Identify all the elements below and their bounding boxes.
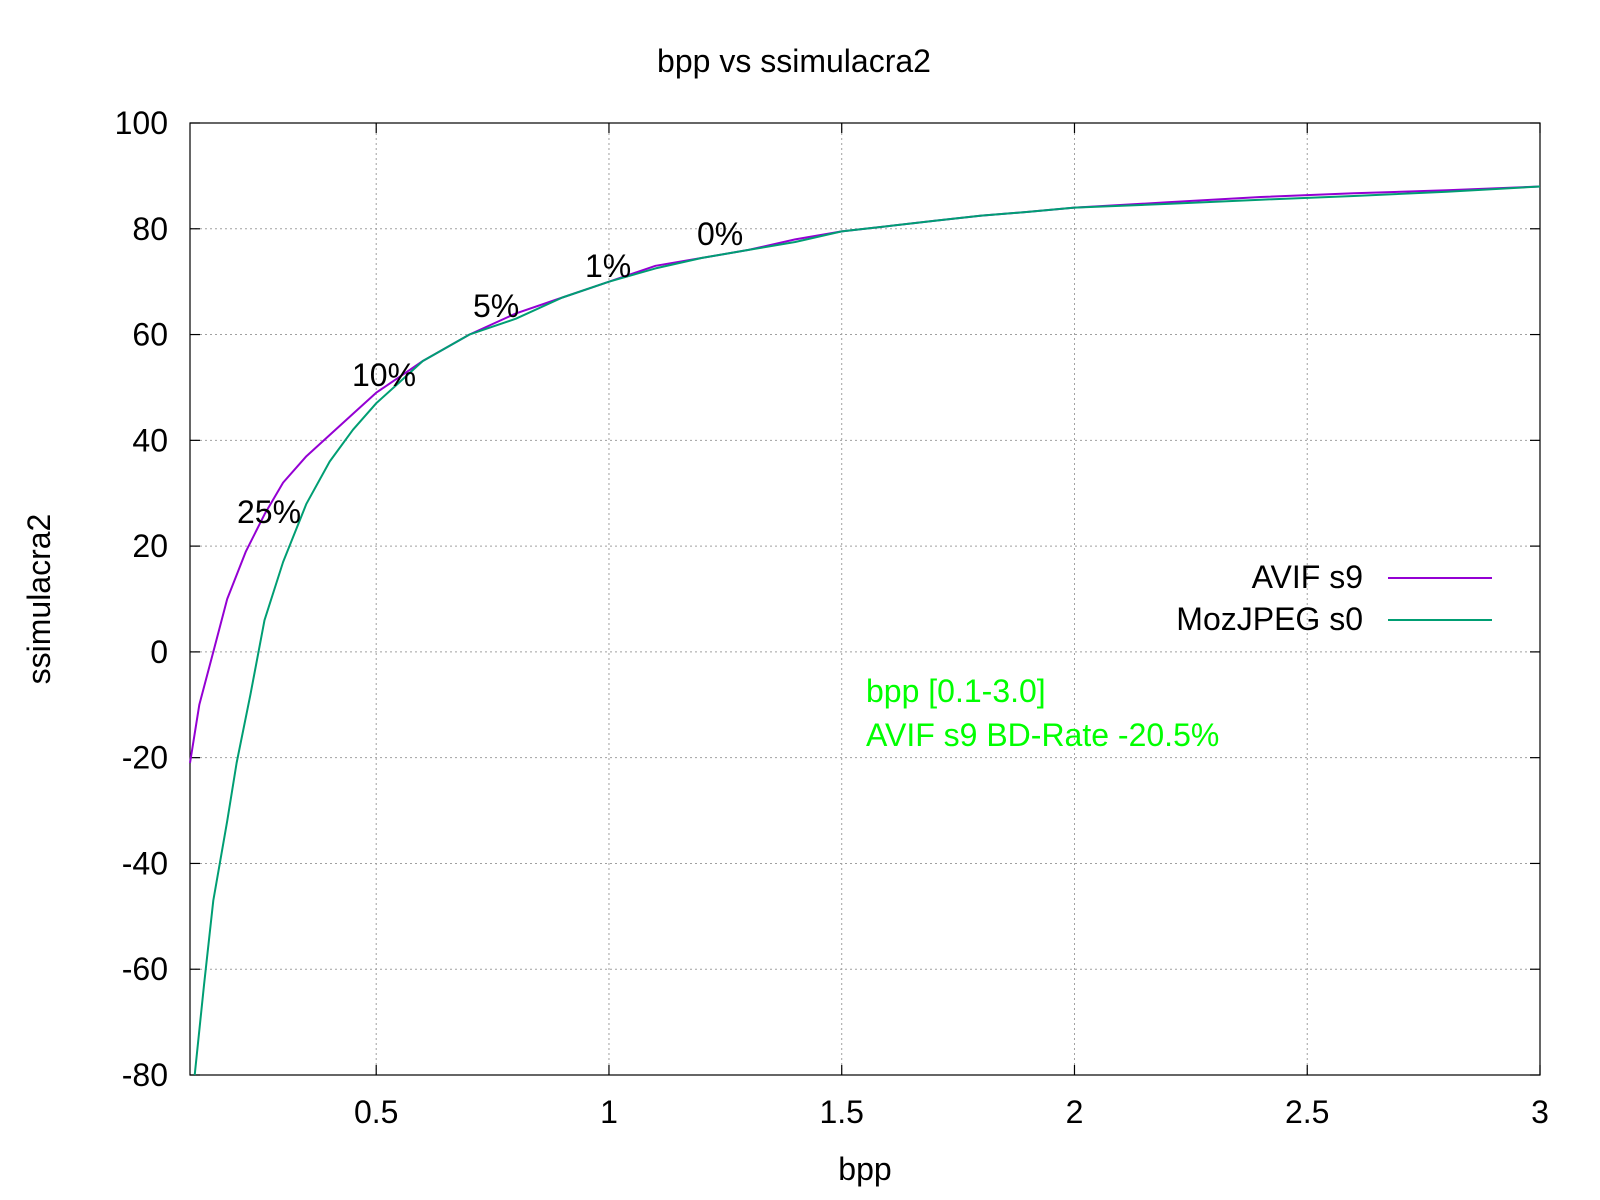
plot-frame <box>189 122 1541 1076</box>
x-tick-label: 0.5 <box>354 1094 398 1130</box>
x-axis-label: bpp <box>838 1151 891 1187</box>
y-tick-label: 40 <box>132 422 168 458</box>
y-tick-label: 100 <box>115 105 168 141</box>
legend-label-mozjpeg: MozJPEG s0 <box>1176 601 1363 637</box>
annotations: 25% 10% 5% 1% 0% <box>237 216 743 530</box>
y-tick-label: -20 <box>122 740 168 776</box>
annotation-10: 10% <box>352 357 416 393</box>
y-tick-label: 60 <box>132 317 168 353</box>
annotation-1: 1% <box>585 248 631 284</box>
annotation-0: 0% <box>697 216 743 252</box>
x-tick-label: 1.5 <box>819 1094 863 1130</box>
x-tick-label: 1 <box>600 1094 618 1130</box>
legend: AVIF s9 MozJPEG s0 <box>1176 559 1492 637</box>
y-tick-label: 20 <box>132 528 168 564</box>
note-bpp-range: bpp [0.1-3.0] <box>866 673 1046 709</box>
y-tick-label: -80 <box>122 1057 168 1093</box>
annotation-5: 5% <box>473 288 519 324</box>
grid-lines <box>190 123 1540 1075</box>
series-line-mozjpeg <box>193 185 1541 1076</box>
x-tick-label: 2 <box>1066 1094 1084 1130</box>
note-bd-rate: AVIF s9 BD-Rate -20.5% <box>866 717 1219 753</box>
legend-label-avif: AVIF s9 <box>1252 559 1363 595</box>
x-tick-label: 3 <box>1531 1094 1549 1130</box>
y-tick-label: -60 <box>122 951 168 987</box>
series-lines <box>189 185 1541 1076</box>
y-axis-label: ssimulacra2 <box>21 514 57 685</box>
y-tick-label: -40 <box>122 845 168 881</box>
axis-ticks: 100 80 60 40 20 0 -20 -40 -60 -80 0.5 1 1.5 2 2.5 3 <box>115 105 1549 1130</box>
x-tick-label: 2.5 <box>1285 1094 1329 1130</box>
y-tick-label: 80 <box>132 211 168 247</box>
series-line-avif <box>189 185 1541 764</box>
bd-rate-note: bpp [0.1-3.0] AVIF s9 BD-Rate -20.5% <box>866 673 1219 753</box>
chart-title: bpp vs ssimulacra2 <box>657 43 931 79</box>
y-tick-label: 0 <box>150 634 168 670</box>
annotation-25: 25% <box>237 494 301 530</box>
